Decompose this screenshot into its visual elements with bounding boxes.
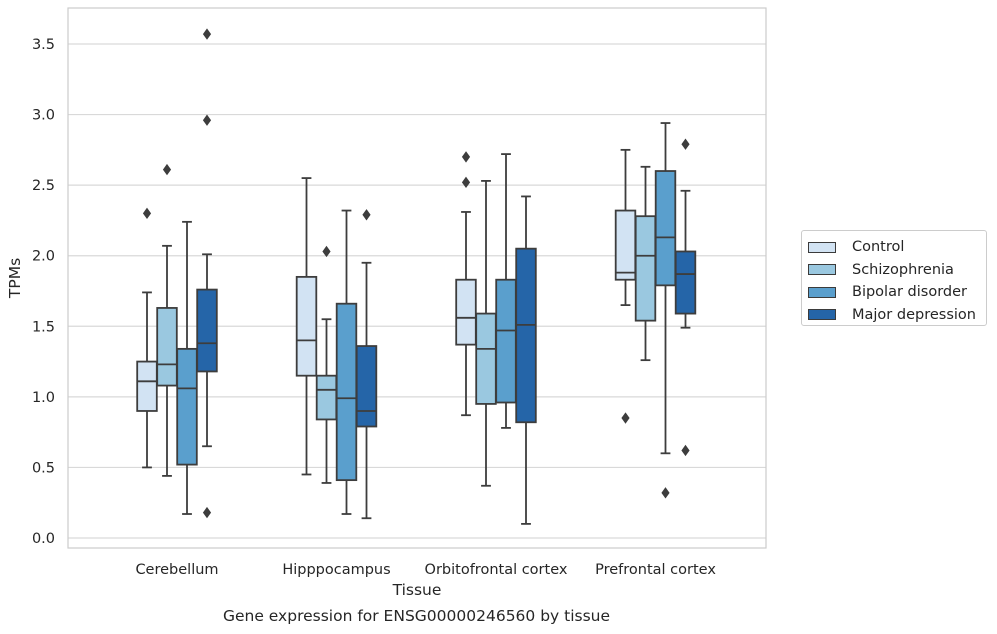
y-tick-label: 0.5: [32, 460, 55, 476]
y-tick-label: 2.5: [32, 178, 55, 194]
box-group: [654, 122, 677, 499]
box-iqr: [455, 278, 477, 346]
box-iqr: [654, 170, 677, 287]
box-iqr: [156, 307, 178, 387]
outlier-point: [621, 412, 630, 424]
box-iqr: [634, 215, 657, 322]
y-tick-label: 2.0: [32, 249, 55, 265]
legend-swatch: [808, 309, 836, 321]
box-group: [455, 151, 477, 417]
outlier-point: [202, 28, 212, 40]
legend-label: Major depression: [852, 306, 976, 323]
outlier-point: [461, 176, 471, 189]
legend-label: Control: [852, 239, 905, 256]
legend-item: Schizophrenia: [808, 259, 986, 282]
y-tick-label: 3.0: [32, 108, 55, 124]
outlier-point: [142, 207, 152, 220]
box-iqr: [196, 288, 218, 373]
plot-boxes: [136, 28, 697, 525]
y-axis-label: TPMs: [6, 258, 24, 299]
box-iqr: [295, 275, 318, 377]
x-tick-label: Hipppocampus: [282, 562, 390, 578]
gridlines: [68, 43, 766, 539]
box-group: [495, 153, 517, 429]
box-group: [614, 148, 637, 424]
y-tick-labels: 0.0 0.5 1.0 1.5 2.0 2.5 3.0 3.5: [32, 37, 55, 547]
x-tick-label: Prefrontal cortex: [595, 562, 716, 578]
legend-item: Bipolar disorder: [808, 281, 986, 304]
x-tick-label: Cerebellum: [135, 562, 218, 578]
legend-item: Major depression: [808, 304, 986, 327]
outlier-point: [322, 245, 331, 258]
x-tick-labels: Cerebellum Hipppocampus Orbitofrontal cort…: [135, 562, 716, 578]
legend-swatch: [808, 264, 836, 276]
y-tick-label: 1.0: [32, 390, 55, 406]
box-iqr: [136, 360, 158, 412]
box-group: [674, 138, 697, 457]
legend-swatch: [808, 241, 836, 253]
legend-swatch: [808, 286, 836, 298]
box-group: [176, 220, 198, 515]
legend-label: Bipolar disorder: [852, 284, 967, 301]
x-axis-label: Tissue: [392, 581, 442, 599]
outlier-point: [661, 487, 670, 499]
outlier-point: [681, 138, 690, 150]
box-group: [156, 163, 178, 477]
box-iqr: [335, 302, 358, 482]
legend: Control Schizophrenia Bipolar disorder Majo…: [801, 230, 987, 326]
plot-frame: [67, 7, 767, 549]
box-iqr: [614, 209, 637, 281]
box-iqr: [674, 250, 697, 315]
outlier-point: [681, 444, 690, 457]
y-tick-label: 3.5: [32, 37, 55, 53]
box-group: [355, 209, 378, 520]
box-iqr: [495, 278, 517, 404]
box-group: [475, 180, 497, 487]
box-iqr: [176, 347, 198, 466]
outlier-point: [162, 163, 172, 176]
outlier-point: [202, 114, 212, 126]
box-group: [315, 245, 338, 484]
outlier-point: [362, 209, 371, 221]
box-iqr: [315, 374, 338, 421]
box-iqr: [515, 247, 537, 424]
box-group: [335, 209, 358, 515]
outlier-point: [461, 151, 471, 163]
box-group: [515, 195, 537, 525]
box-iqr: [475, 312, 497, 405]
y-tick-label: 1.5: [32, 319, 55, 335]
x-tick-label: Orbitofrontal cortex: [425, 562, 568, 578]
outlier-point: [202, 506, 212, 519]
chart-caption: Gene expression for ENSG00000246560 by t…: [222, 607, 611, 625]
legend-item: Control: [808, 236, 986, 259]
box-group: [136, 207, 158, 469]
y-tick-label: 0.0: [32, 531, 55, 547]
box-group: [295, 177, 318, 476]
box-group: [196, 28, 218, 519]
legend-label: Schizophrenia: [852, 261, 954, 278]
box-iqr: [355, 345, 378, 428]
box-group: [634, 165, 657, 362]
